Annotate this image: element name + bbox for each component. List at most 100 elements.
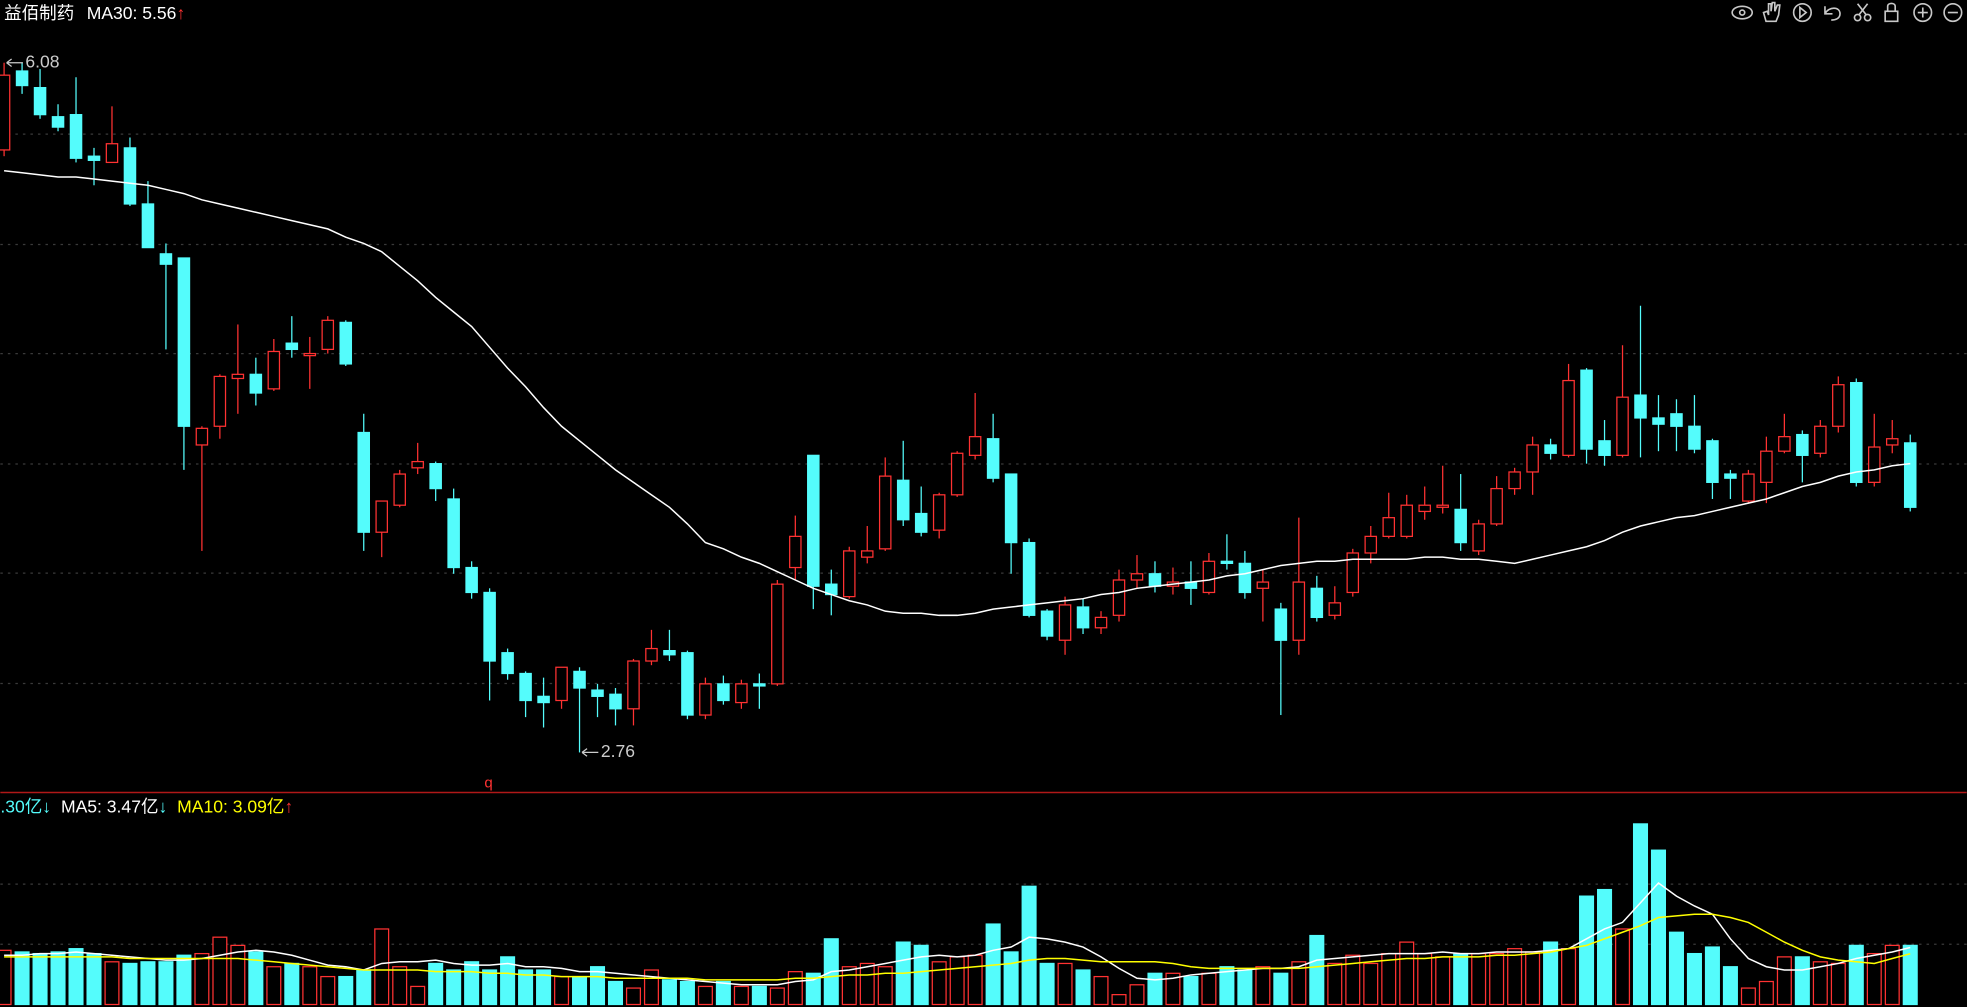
volume-bar [967,954,983,1006]
volume-bar [1201,972,1217,1006]
candle-body [1004,473,1018,544]
volume-bar [392,966,408,1006]
lock-icon[interactable] [1884,2,1899,23]
candle-body [1022,541,1036,616]
candle-body [1328,602,1342,616]
candle-body [1382,517,1396,537]
volume-bar [410,985,426,1006]
volume-bar [194,952,210,1006]
undo-icon[interactable] [1824,6,1841,21]
candle-body [627,660,640,710]
candle-body [411,460,424,469]
volume-bar [1525,951,1541,1006]
candle-body [842,550,856,598]
volume-bar [1075,969,1091,1006]
volume-bar [1794,956,1810,1006]
candle-body [159,253,173,265]
candle-body [878,475,892,550]
candle-body [33,87,47,116]
zoom-in-icon[interactable] [1913,2,1933,23]
volume-bar [176,954,192,1006]
volume-bar [859,962,875,1006]
volume-bar [1561,948,1577,1006]
candle-body [501,652,514,675]
volume-bar [248,951,264,1006]
candle-body [717,683,730,702]
candle-body [1346,552,1360,594]
volume-bar [1453,952,1469,1006]
candle-body [1454,508,1467,544]
candle-body [1400,504,1413,537]
ma30-arrow: ↑ [176,2,185,22]
ma5-arrow: ↓ [158,796,167,816]
candle-body [1490,487,1503,525]
ma5-label: MA5: 3.47亿 [61,796,159,816]
volume-bar [122,962,138,1006]
volume-bar [1866,952,1882,1006]
volume-bar [572,975,588,1006]
volume-bar [86,952,102,1006]
volume-bar [374,928,390,1006]
ma30-line [4,169,1911,617]
volume-bar [1614,928,1631,1006]
candle-body [519,672,532,702]
volume-bar [1057,962,1073,1006]
volume-bar [68,948,84,1006]
volume-bar [1021,885,1037,1006]
candle-body [1274,608,1288,641]
volume-bar [158,961,174,1006]
candle-body [789,535,802,569]
candle-body [1220,560,1234,565]
candle-body [1256,581,1270,589]
candle-body [950,452,964,496]
volume-bar [428,962,444,1006]
volume-bar [751,985,767,1006]
eye-icon[interactable] [1731,5,1754,20]
volume-bar [769,987,785,1006]
candle-body [1760,450,1773,483]
volume-bar [1111,994,1127,1006]
volume-bar [697,985,713,1006]
candle-body [231,373,245,380]
ma10-arrow: ↑ [284,796,293,816]
candle-body [1868,446,1881,483]
volume-bar [661,979,677,1006]
volume-bar [787,971,803,1006]
candle-body [753,683,766,687]
volume-bar [50,951,66,1006]
scissors-icon[interactable] [1853,3,1872,22]
hand-icon[interactable] [1762,1,1781,23]
candle-body [195,427,209,446]
candle-body [213,375,227,427]
candle-body [896,479,910,521]
volume-bar [536,969,552,1006]
volume-bar [733,985,749,1006]
volume-bar [841,966,857,1006]
candle-body [303,352,317,357]
candle-body [1580,369,1593,450]
candle-body [249,373,263,394]
candle-body [1526,444,1539,473]
candle-body [393,473,406,506]
candle-body [1094,616,1108,629]
candle-body [645,647,658,662]
volume-bar [284,962,300,1006]
volume-bar [356,969,372,1006]
annotation-arrow [581,748,599,757]
zoom-out-icon[interactable] [1943,2,1963,23]
candle-body [1310,587,1324,619]
candle-body [1616,396,1629,456]
volume-bar [554,975,570,1006]
candle-body [447,498,460,569]
candle-body [267,350,281,390]
volume-bar [1776,956,1792,1006]
volume-bar [104,961,120,1006]
volume-bar [0,949,12,1006]
candle-body [1850,382,1863,483]
volume-bar [1147,972,1163,1006]
volume-bar [1812,961,1828,1006]
volume-bar [1704,946,1720,1006]
candle-body [321,319,335,351]
play-icon[interactable] [1792,2,1812,23]
